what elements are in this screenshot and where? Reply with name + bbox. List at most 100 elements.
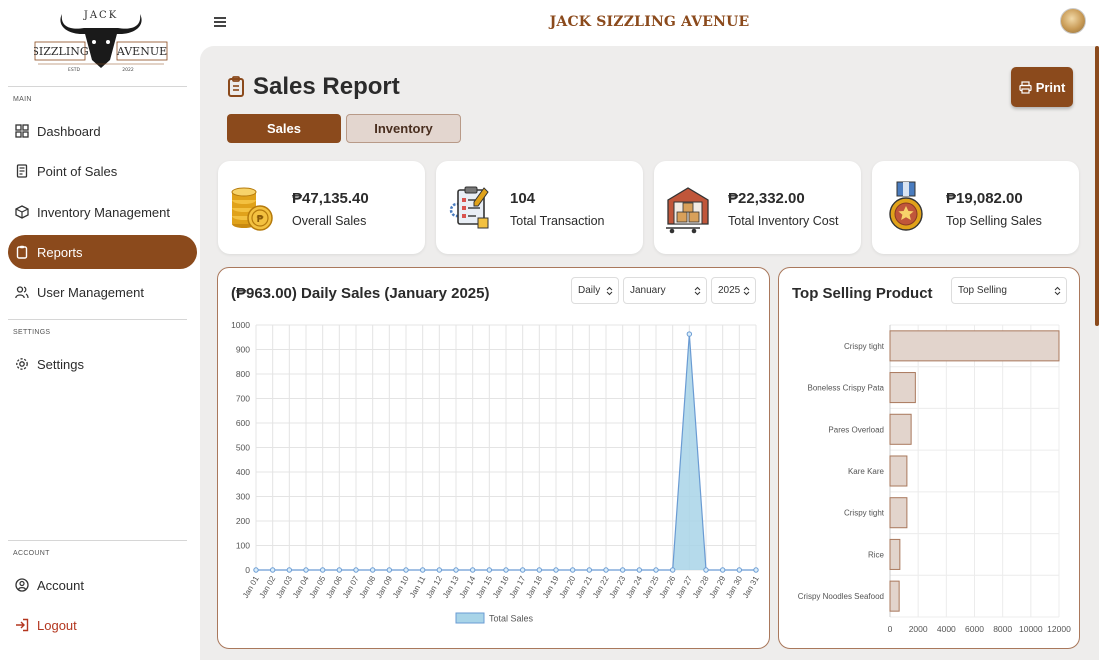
y-tick-label: 900: [236, 345, 250, 355]
y-tick-label: Boneless Crispy Pata: [808, 384, 885, 393]
data-point: [503, 567, 509, 573]
sidebar-item-settings[interactable]: Settings: [8, 347, 197, 381]
data-point: [403, 567, 409, 573]
data-point: [519, 567, 526, 573]
sidebar-item-dashboard[interactable]: Dashboard: [8, 114, 197, 148]
print-button[interactable]: Print: [1011, 67, 1073, 107]
period-select[interactable]: Daily: [571, 277, 619, 304]
y-tick-label: Crispy tight: [844, 342, 885, 351]
chevron-updown-icon: [606, 286, 613, 296]
svg-text:JACK: JACK: [83, 10, 118, 21]
coins-icon: ₱: [230, 180, 274, 234]
header-brand-title: JACK SIZZLING AVENUE: [549, 14, 750, 30]
total-transaction-label: Total Transaction: [510, 214, 605, 228]
data-point: [353, 567, 359, 573]
svg-text:SIZZLING: SIZZLING: [34, 45, 89, 58]
data-point: [269, 567, 276, 573]
scrollbar-thumb[interactable]: [1095, 46, 1099, 326]
data-point: [486, 567, 493, 573]
y-tick-label: 800: [236, 369, 250, 379]
y-tick-label: 0: [245, 565, 250, 575]
sidebar-item-label: Reports: [37, 244, 83, 260]
gear-icon: [15, 357, 29, 371]
summary-card-inventory-cost: ₱22,332.00 Total Inventory Cost: [654, 161, 861, 254]
medal-icon: [884, 180, 928, 234]
sidebar-section-settings: SETTINGS: [13, 329, 51, 336]
x-tick-label: 10000: [1019, 624, 1043, 634]
month-select-value: January: [630, 285, 666, 296]
y-tick-label: 200: [236, 516, 250, 526]
daily-sales-title: (₱963.00) Daily Sales (January 2025): [231, 285, 490, 302]
bar: [889, 330, 1060, 362]
top-selling-select[interactable]: Top Selling: [951, 277, 1067, 304]
legend-swatch: [455, 612, 485, 624]
chevron-updown-icon: [1054, 286, 1061, 296]
x-tick-label: 0: [888, 624, 893, 634]
data-point: [669, 567, 676, 573]
receipt-icon: [15, 164, 29, 178]
month-select[interactable]: January: [623, 277, 707, 304]
summary-card-overall-sales: ₱ ₱47,135.40 Overall Sales: [218, 161, 425, 254]
main-content: Sales Report Print Sales Inventory ₱ ₱47…: [200, 46, 1099, 660]
y-tick-label: 300: [236, 492, 250, 502]
sidebar-item-account[interactable]: Account: [8, 568, 197, 602]
bar: [889, 372, 916, 404]
print-button-label: Print: [1035, 79, 1066, 95]
bar: [889, 580, 900, 612]
grid-icon: [15, 124, 29, 138]
sidebar-item-label: Logout: [37, 617, 77, 633]
sidebar-item-label: Settings: [37, 356, 84, 372]
bar: [889, 455, 908, 487]
y-tick-label: 100: [236, 541, 250, 551]
sidebar-item-label: User Management: [37, 284, 144, 300]
sidebar-item-inventory[interactable]: Inventory Management: [8, 195, 197, 229]
y-tick-label: Crispy tight: [844, 509, 885, 518]
data-point: [286, 567, 293, 573]
page-title-text: Sales Report: [253, 73, 400, 100]
data-point: [319, 567, 326, 573]
sidebar-item-logout[interactable]: Logout: [8, 608, 197, 642]
y-tick-label: 1000: [231, 320, 250, 330]
sidebar-section-main: MAIN: [13, 96, 32, 103]
data-point: [736, 567, 743, 573]
top-selling-value: ₱19,082.00: [946, 190, 1023, 207]
x-tick-label: 6000: [965, 624, 984, 634]
top-selling-panel: Top Selling Product Top Selling 0 2000 400…: [778, 267, 1080, 649]
sidebar-item-pos[interactable]: Point of Sales: [8, 154, 197, 188]
chevron-updown-icon: [743, 286, 750, 296]
clipboard-icon: [227, 76, 245, 98]
data-point: [453, 567, 459, 573]
bar: [889, 538, 901, 570]
sidebar-item-label: Inventory Management: [37, 204, 170, 220]
bar: [889, 413, 912, 445]
menu-toggle-icon[interactable]: [214, 17, 226, 27]
y-tick-label: Crispy Noodles Seafood: [798, 592, 884, 601]
data-point: [386, 567, 393, 573]
page-title: Sales Report: [227, 73, 400, 101]
warehouse-icon: [666, 180, 710, 234]
top-selling-select-value: Top Selling: [958, 285, 1007, 296]
data-point: [553, 567, 559, 573]
data-point: [336, 567, 343, 573]
data-point: [303, 567, 309, 573]
data-point: [753, 567, 759, 573]
printer-icon: [1019, 80, 1032, 94]
sidebar-item-reports[interactable]: Reports: [8, 235, 197, 269]
sidebar-item-users[interactable]: User Management: [8, 275, 197, 309]
tab-sales[interactable]: Sales: [227, 114, 341, 143]
clipboard-checklist-icon: [448, 180, 492, 234]
total-transaction-value: 104: [510, 190, 536, 207]
data-point: [253, 567, 259, 573]
user-avatar[interactable]: [1060, 8, 1086, 34]
y-tick-label: 600: [236, 418, 250, 428]
inventory-cost-label: Total Inventory Cost: [728, 214, 839, 228]
data-point: [586, 567, 593, 573]
y-tick-label: 700: [236, 394, 250, 404]
inventory-cost-value: ₱22,332.00: [728, 190, 805, 207]
overall-sales-label: Overall Sales: [292, 214, 367, 228]
year-select[interactable]: 2025: [711, 277, 756, 304]
tab-inventory[interactable]: Inventory: [346, 114, 461, 143]
year-select-value: 2025: [718, 285, 741, 296]
sidebar-section-account: ACCOUNT: [13, 550, 50, 557]
